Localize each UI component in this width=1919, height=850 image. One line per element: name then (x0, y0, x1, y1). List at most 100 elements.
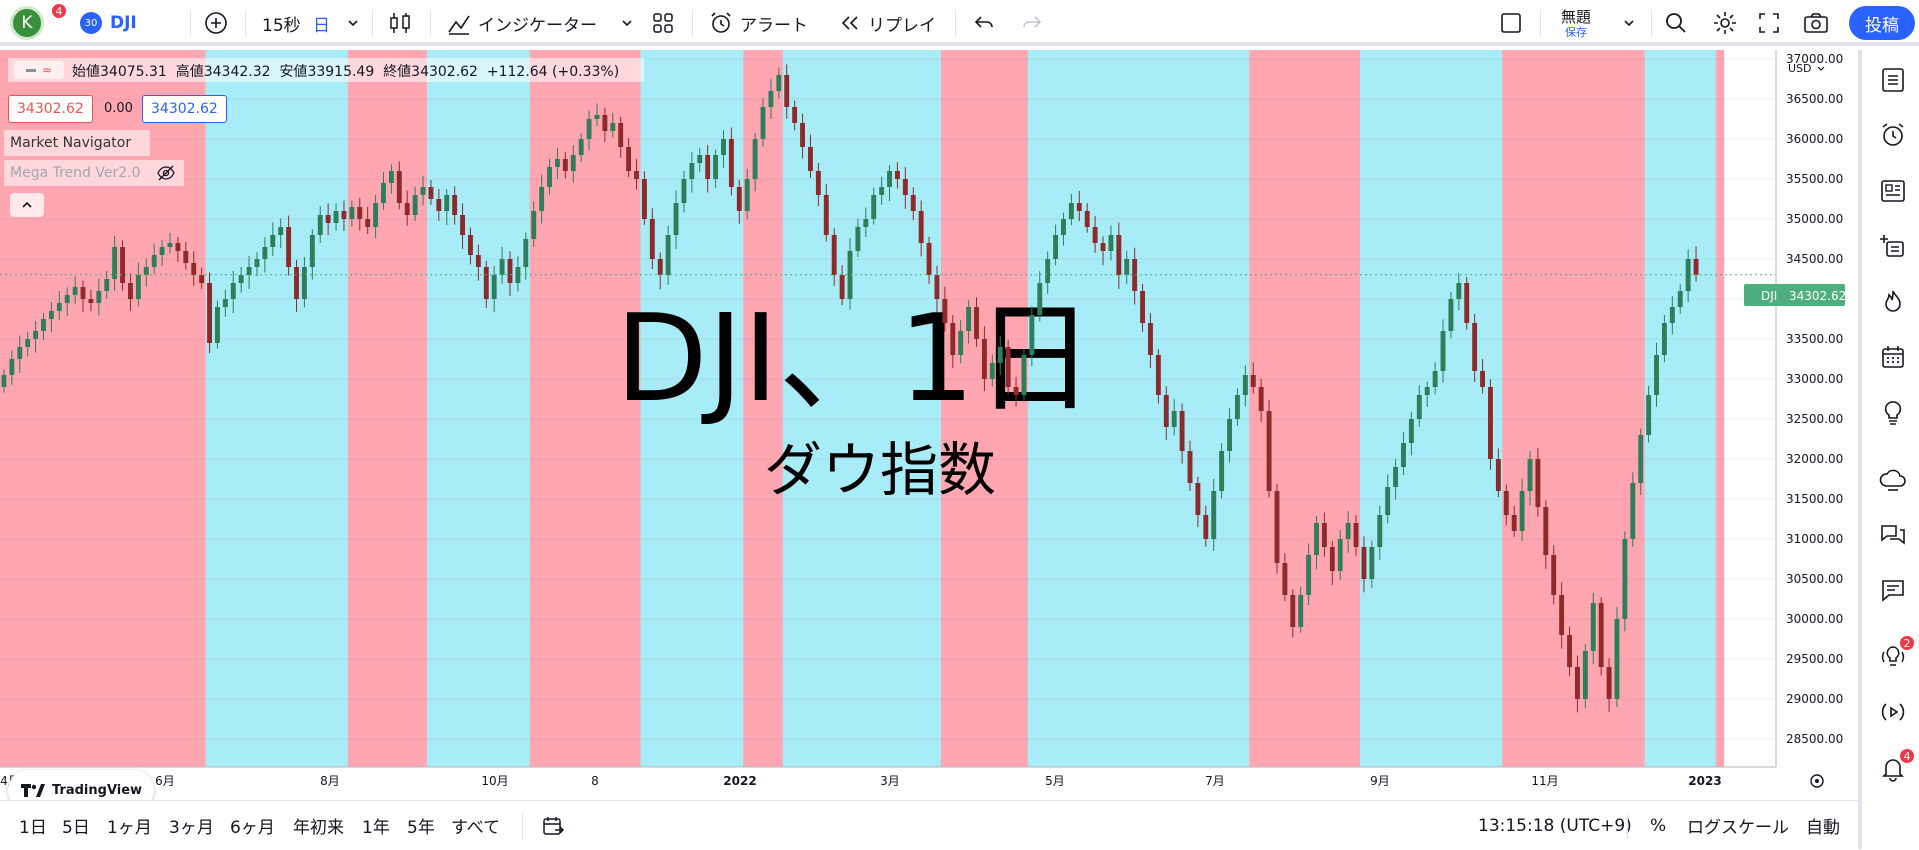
range-1m[interactable]: 1ヶ月 (107, 818, 152, 838)
candle-body (958, 331, 964, 355)
interval-dropdown[interactable] (346, 0, 360, 46)
legend-toggle[interactable]: ≈ (14, 61, 64, 79)
price-tick-label: 30500.00 (1786, 572, 1843, 586)
notification-badge: 4 (50, 2, 68, 20)
interval-button[interactable]: 15秒 (262, 15, 301, 36)
clock-timezone[interactable]: 13:15:18 (UTC+9) (1478, 815, 1632, 836)
search-button[interactable] (1664, 0, 1688, 46)
chats-button[interactable] (1876, 518, 1910, 552)
price-axis-bg (1776, 50, 1845, 767)
candlestick-chart[interactable]: DJI、1日 ダウ指数 37000.00 36500.00 36000.00 3550… (0, 50, 1845, 790)
candle-body (1401, 443, 1406, 467)
price-tick-label: 32500.00 (1786, 412, 1843, 426)
candle-body (452, 195, 458, 215)
candle-body (1306, 555, 1312, 595)
axis-settings-button[interactable] (1810, 774, 1824, 788)
symbol-search[interactable]: 30 DJI (80, 0, 137, 46)
candle-body (1029, 315, 1035, 355)
snapshot-button[interactable] (1803, 0, 1829, 46)
indicators-button[interactable]: インジケーター (446, 0, 597, 46)
candle-body (475, 255, 481, 267)
redo-button[interactable] (1021, 0, 1043, 46)
user-menu[interactable]: K 4 (10, 0, 68, 46)
price-tick-label: 36500.00 (1786, 92, 1843, 106)
go-to-date-button[interactable] (541, 801, 565, 850)
chart-pane[interactable]: DJI、1日 ダウ指数 37000.00 36500.00 36000.00 3550… (0, 50, 1845, 810)
last-price-value: 34302.62 (1789, 289, 1845, 303)
streams-button[interactable] (1876, 695, 1910, 729)
candle-body (808, 147, 813, 171)
community-button[interactable] (1876, 463, 1910, 497)
trend-zone-bear (940, 50, 1029, 767)
news-button[interactable] (1876, 174, 1910, 208)
notifications-button[interactable]: 4 (1876, 747, 1916, 785)
indicator-market-navigator[interactable]: Market Navigator (10, 135, 132, 151)
layout-dropdown[interactable] (1622, 0, 1636, 46)
compare-button[interactable] (203, 0, 229, 46)
ideas-button[interactable] (1876, 396, 1910, 430)
undo-button[interactable] (973, 0, 995, 46)
candle-body (523, 239, 529, 267)
sell-price-button[interactable]: 34302.62 (8, 95, 93, 123)
time-tick-label: 6月 (155, 774, 175, 788)
candle-body (1488, 387, 1493, 459)
candle-body (1108, 235, 1114, 251)
redo-icon (1023, 16, 1042, 28)
bottom-toolbar: 1日 5日 1ヶ月 3ヶ月 6ヶ月 年初来 1年 5年 すべて 13:15:18… (0, 800, 1858, 849)
indicator-mega-trend[interactable]: Mega Trend Ver2.0 (10, 165, 141, 181)
range-6m[interactable]: 6ヶ月 (230, 818, 275, 838)
calendar-button[interactable] (1876, 340, 1910, 374)
candle-body (444, 195, 450, 211)
range-5d[interactable]: 5日 (62, 818, 90, 838)
indicator2-bg (4, 160, 184, 186)
candle-body (230, 283, 236, 299)
chart-type-button[interactable] (388, 0, 412, 46)
alerts-button[interactable] (1876, 118, 1910, 152)
hotlists-button[interactable] (1876, 285, 1910, 319)
range-all[interactable]: すべて (451, 818, 501, 838)
post-button[interactable]: 投稿 (1849, 6, 1915, 40)
messages-button[interactable] (1876, 573, 1910, 607)
log-scale-toggle[interactable]: ログスケール (1687, 818, 1789, 838)
range-5y[interactable]: 5年 (407, 818, 435, 838)
indicators-dropdown[interactable] (620, 0, 634, 46)
candle-body (736, 187, 742, 211)
range-ytd[interactable]: 年初来 (293, 818, 344, 838)
candle-body (1037, 283, 1043, 315)
watchlist-button[interactable] (1876, 63, 1910, 97)
ideas-stream-button[interactable]: 2 (1876, 634, 1916, 674)
candle-body (325, 215, 331, 223)
layout-toggle-button[interactable] (1499, 0, 1523, 46)
templates-button[interactable] (651, 0, 675, 46)
alert-button[interactable]: アラート (708, 0, 808, 46)
currency-label[interactable]: USD (1788, 62, 1812, 75)
hide-indicator-button[interactable] (156, 164, 176, 186)
fullscreen-button[interactable] (1758, 0, 1780, 46)
percent-toggle[interactable]: % (1650, 815, 1667, 836)
candle-body (1045, 259, 1051, 283)
candle-body (586, 119, 592, 139)
buy-price-button[interactable]: 34302.62 (142, 95, 227, 123)
candle-body (1242, 375, 1248, 395)
replay-button[interactable]: リプレイ (838, 0, 936, 46)
candle-body (966, 307, 972, 331)
settings-button[interactable] (1712, 0, 1738, 46)
collapse-legend-button[interactable] (10, 193, 44, 217)
candle-body (594, 115, 600, 119)
range-1y[interactable]: 1年 (362, 818, 390, 838)
candle-body (1590, 603, 1596, 651)
candle-body (1100, 243, 1106, 251)
candle-body (373, 203, 379, 227)
avatar[interactable]: K (10, 6, 44, 40)
timeframe-button[interactable]: 日 (313, 15, 330, 36)
candle-body (365, 219, 371, 227)
layout-name-button[interactable]: 無題 保存 (1553, 0, 1599, 46)
range-3m[interactable]: 3ヶ月 (169, 818, 214, 838)
candle-body (1021, 355, 1027, 395)
candle-body (1053, 235, 1059, 259)
candle-body (602, 115, 608, 131)
auto-scale-toggle[interactable]: 自動 (1806, 818, 1840, 838)
candle-body (1084, 211, 1090, 227)
range-1d[interactable]: 1日 (19, 818, 47, 838)
add-watchlist-button[interactable] (1876, 229, 1910, 263)
